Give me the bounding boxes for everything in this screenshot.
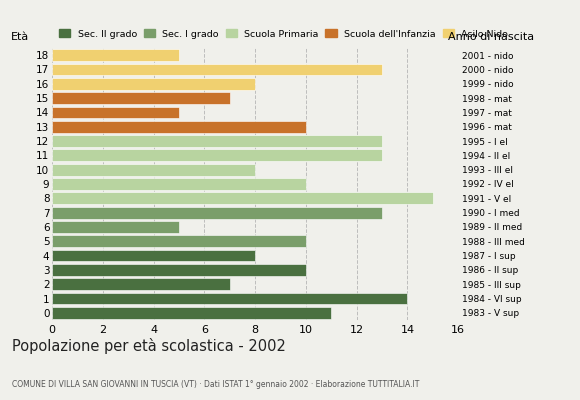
Bar [52, 250, 255, 262]
Bar [52, 207, 382, 218]
Bar [52, 135, 382, 147]
Bar [52, 307, 331, 319]
Bar [52, 278, 230, 290]
Bar [52, 49, 179, 61]
Bar [52, 235, 306, 247]
Bar [52, 264, 306, 276]
Text: Età: Età [10, 32, 29, 42]
Text: Anno di nascita: Anno di nascita [448, 32, 535, 42]
Bar [52, 121, 306, 133]
Bar [52, 164, 255, 176]
Bar [52, 178, 306, 190]
Bar [52, 78, 255, 90]
Text: COMUNE DI VILLA SAN GIOVANNI IN TUSCIA (VT) · Dati ISTAT 1° gennaio 2002 · Elabo: COMUNE DI VILLA SAN GIOVANNI IN TUSCIA (… [12, 380, 419, 389]
Bar [52, 192, 433, 204]
Bar [52, 150, 382, 161]
Bar [52, 106, 179, 118]
Legend: Sec. II grado, Sec. I grado, Scuola Primaria, Scuola dell'Infanzia, Asilo Nido: Sec. II grado, Sec. I grado, Scuola Prim… [57, 28, 510, 40]
Text: Popolazione per età scolastica - 2002: Popolazione per età scolastica - 2002 [12, 338, 285, 354]
Bar [52, 293, 407, 304]
Bar [52, 221, 179, 233]
Bar [52, 64, 382, 75]
Bar [52, 92, 230, 104]
